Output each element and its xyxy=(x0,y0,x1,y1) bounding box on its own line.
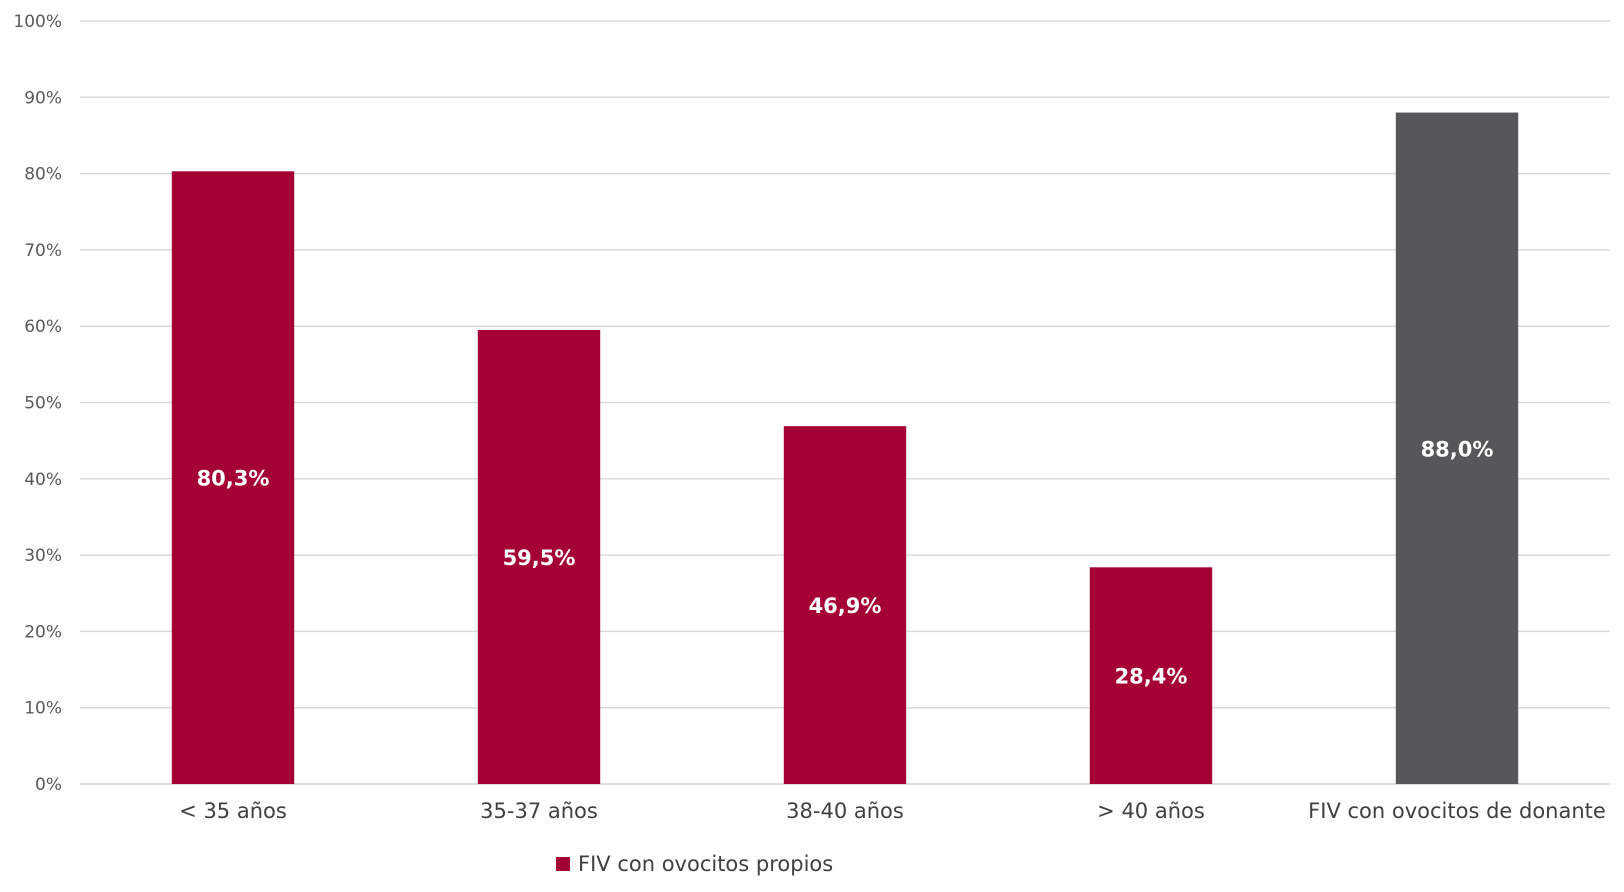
bar xyxy=(1089,567,1213,784)
y-tick-label: 10% xyxy=(24,699,62,719)
data-label: 80,3% xyxy=(197,467,270,491)
bar xyxy=(1395,112,1519,784)
legend: FIV con ovocitos propios xyxy=(556,852,833,876)
legend-label: FIV con ovocitos propios xyxy=(578,852,833,876)
x-axis-categories: < 35 años 35-37 años 38-40 años > 40 años FI… xyxy=(179,799,1606,823)
x-category-label: 38-40 años xyxy=(786,799,904,823)
data-label: 88,0% xyxy=(1421,437,1494,461)
y-tick-label: 70% xyxy=(24,241,62,261)
bar xyxy=(477,330,601,784)
x-category-label: > 40 años xyxy=(1097,799,1205,823)
y-tick-label: 90% xyxy=(24,88,62,108)
y-tick-label: 0% xyxy=(35,775,62,795)
y-tick-label: 30% xyxy=(24,546,62,566)
y-tick-label: 50% xyxy=(24,394,62,414)
bar xyxy=(783,426,907,784)
x-category-label: FIV con ovocitos de donante xyxy=(1308,799,1606,823)
y-tick-label: 60% xyxy=(24,317,62,337)
data-label: 28,4% xyxy=(1115,665,1188,689)
y-tick-label: 40% xyxy=(24,470,62,490)
bars xyxy=(171,112,1519,784)
data-label: 59,5% xyxy=(503,546,576,570)
y-tick-label: 80% xyxy=(24,165,62,185)
data-label: 46,9% xyxy=(809,594,882,618)
data-labels: 80,3% 59,5% 46,9% 28,4% 88,0% xyxy=(197,437,1494,688)
bar xyxy=(171,171,295,784)
y-tick-label: 20% xyxy=(24,622,62,642)
y-tick-label: 100% xyxy=(13,12,62,32)
y-axis-ticks: 0% 10% 20% 30% 40% 50% 60% 70% 80% 90% 100% xyxy=(13,12,62,795)
legend-swatch xyxy=(556,857,570,871)
x-category-label: 35-37 años xyxy=(480,799,598,823)
x-category-label: < 35 años xyxy=(179,799,287,823)
